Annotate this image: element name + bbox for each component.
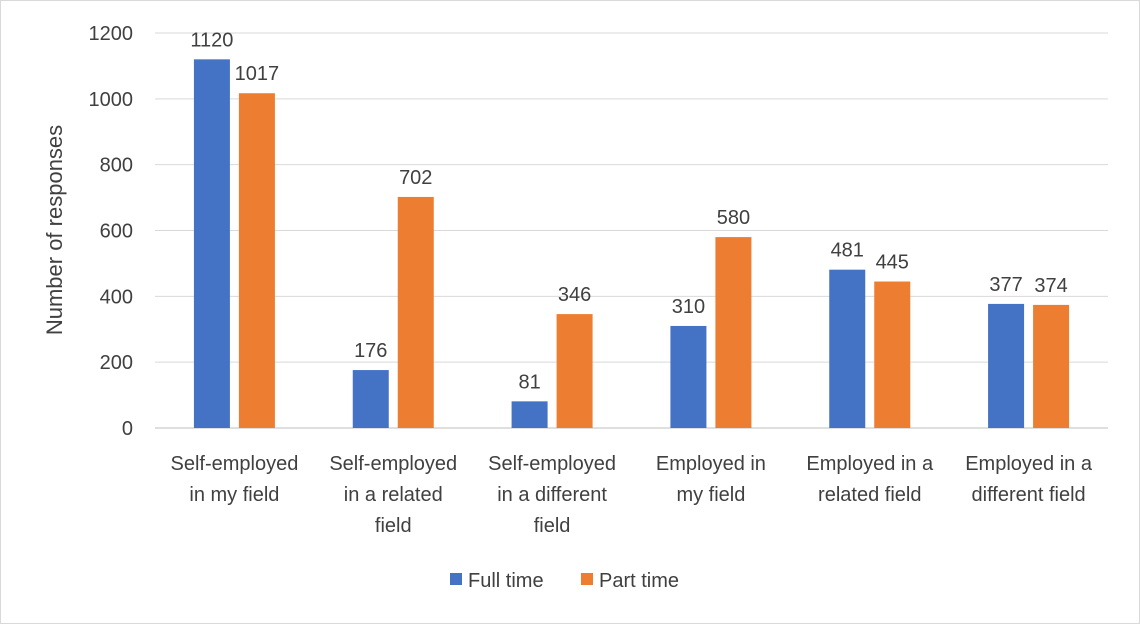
bar-full-time [511,401,548,428]
data-label: 1017 [235,63,280,85]
bar-part-time [238,93,275,429]
bars [193,59,1070,429]
y-tick-label: 1200 [89,23,134,45]
x-category-label: Employed in a [806,453,934,475]
bar-part-time [556,314,593,428]
x-category-label: different field [972,484,1086,506]
data-label: 176 [354,340,387,362]
legend: Full time Part time [450,570,679,592]
bar-part-time [874,281,911,428]
x-category-label: Employed in [656,453,766,475]
y-tick-label: 0 [122,418,133,440]
bar-part-time [397,196,434,428]
x-category-label: Self-employed [488,453,616,475]
data-label: 346 [558,284,591,306]
x-category-label: related field [818,484,921,506]
y-axis-title: Number of responses [42,125,67,335]
bar-full-time [352,370,389,428]
y-tick-label: 1000 [89,89,134,111]
legend-label: Full time [468,570,544,592]
data-label: 1120 [190,29,233,51]
data-label: 310 [672,296,705,318]
bar-full-time [670,325,707,428]
x-category-label: Self-employed [170,453,298,475]
data-label: 481 [831,240,864,262]
y-axis-ticks: 0 200 400 600 800 1000 1200 [89,23,134,440]
x-category-label: Self-employed [329,453,457,475]
legend-swatch [581,573,593,585]
data-label: 580 [717,207,750,229]
data-label: 445 [876,252,909,274]
legend-swatch [450,573,462,585]
x-category-label: Employed in a [965,453,1093,475]
y-tick-label: 400 [100,286,133,308]
x-category-label: field [375,515,412,537]
data-label: 81 [518,371,540,393]
x-category-label: in my field [189,484,279,506]
x-category-label: in a different [497,484,607,506]
gridlines [155,32,1108,429]
data-label: 377 [989,274,1022,296]
bar-part-time [715,237,752,428]
y-tick-label: 800 [100,155,133,177]
y-tick-label: 600 [100,221,133,243]
data-label: 702 [399,167,432,189]
bar-part-time [1033,304,1070,428]
data-label: 374 [1034,275,1067,297]
legend-label: Part time [599,570,679,592]
bar-full-time [193,59,230,428]
x-axis-categories: Self-employed in my field Self-employed in … [170,453,1092,537]
x-category-label: field [534,515,571,537]
x-category-label: my field [676,484,745,506]
bar-full-time [829,269,866,428]
x-category-label: in a related [344,484,443,506]
bar-full-time [988,303,1025,428]
y-tick-label: 200 [100,352,133,374]
